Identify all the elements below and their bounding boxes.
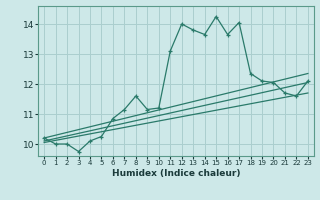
X-axis label: Humidex (Indice chaleur): Humidex (Indice chaleur) [112,169,240,178]
